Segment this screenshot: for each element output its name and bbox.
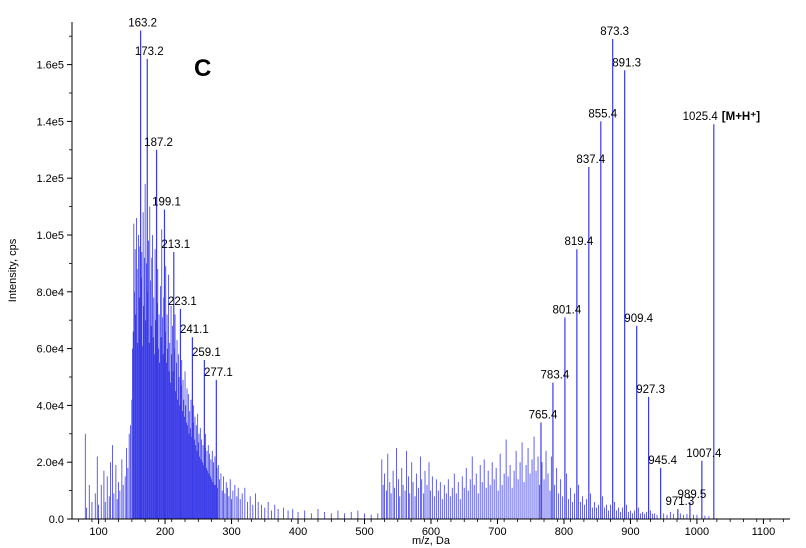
y-tick-label: 8.0e4 <box>36 287 64 299</box>
x-tick-label: 100 <box>89 526 107 538</box>
x-tick-label: 500 <box>355 526 373 538</box>
peak-label: 971.3 <box>665 496 694 508</box>
panel-letter: C <box>194 55 211 82</box>
peak-label: 891.3 <box>612 57 641 69</box>
x-tick-label: 900 <box>621 526 639 538</box>
peak-label: 223.1 <box>168 296 197 308</box>
x-tick-label: 1000 <box>685 526 709 538</box>
x-tick-label: 400 <box>289 526 307 538</box>
y-tick-label: 1.0e5 <box>36 230 64 242</box>
x-tick-label: 700 <box>488 526 506 538</box>
peak-label: 213.1 <box>161 239 190 251</box>
peak-label: 909.4 <box>624 313 653 325</box>
y-tick-label: 2.0e4 <box>36 457 64 469</box>
peak-label: 801.4 <box>553 304 582 316</box>
x-tick-label: 300 <box>222 526 240 538</box>
x-tick-label: 1100 <box>752 526 776 538</box>
peak-label: 873.3 <box>600 26 629 38</box>
y-tick-label: 0.0 <box>49 514 64 526</box>
peak-label: 187.2 <box>144 137 173 149</box>
peak-label: 199.1 <box>152 196 181 208</box>
spectrum-peaks <box>84 30 715 519</box>
y-tick-label: 6.0e4 <box>36 344 64 356</box>
y-tick-label: 1.6e5 <box>36 60 64 72</box>
peak-label: 1025.4 <box>683 111 719 123</box>
peak-label: 989.5 <box>678 489 707 501</box>
peak-label: 1007.4 <box>686 448 722 460</box>
y-tick-label: 4.0e4 <box>36 400 64 412</box>
peak-label: 163.2 <box>128 18 157 30</box>
y-axis-ticks: 0.0 2.0e4 4.0e4 6.0e4 8.0e4 1.0e5 1.2e5 1.4e5 1.… <box>36 35 72 526</box>
peak-label: 241.1 <box>180 324 209 336</box>
peak-label: 765.4 <box>529 409 558 421</box>
y-axis-title: Intensity, cps <box>7 238 19 302</box>
x-tick-label: 200 <box>156 526 174 538</box>
peak-labels: 163.2 173.2 187.2 199.1 213.1 223.1 241.1 259.1… <box>128 18 760 509</box>
peak-label: 927.3 <box>636 384 665 396</box>
y-tick-label: 1.4e5 <box>36 116 64 128</box>
peak-label: 173.2 <box>135 46 164 58</box>
x-tick-label: 800 <box>555 526 573 538</box>
peak-label: 855.4 <box>588 108 617 120</box>
x-axis-title: m/z, Da <box>412 535 451 547</box>
x-tick-label: 600 <box>422 526 440 538</box>
molecular-ion-annotation: [M+H⁺] <box>722 111 761 123</box>
peak-label: 259.1 <box>192 347 221 359</box>
x-axis-ticks: 100 200 300 400 500 600 700 800 900 1000 1100 <box>78 519 784 538</box>
peak-label: 783.4 <box>541 370 570 382</box>
peak-label: 277.1 <box>204 367 233 379</box>
peak-label: 945.4 <box>648 455 677 467</box>
y-tick-label: 1.2e5 <box>36 173 64 185</box>
peak-label: 837.4 <box>576 154 605 166</box>
peak-label: 819.4 <box>564 236 593 248</box>
